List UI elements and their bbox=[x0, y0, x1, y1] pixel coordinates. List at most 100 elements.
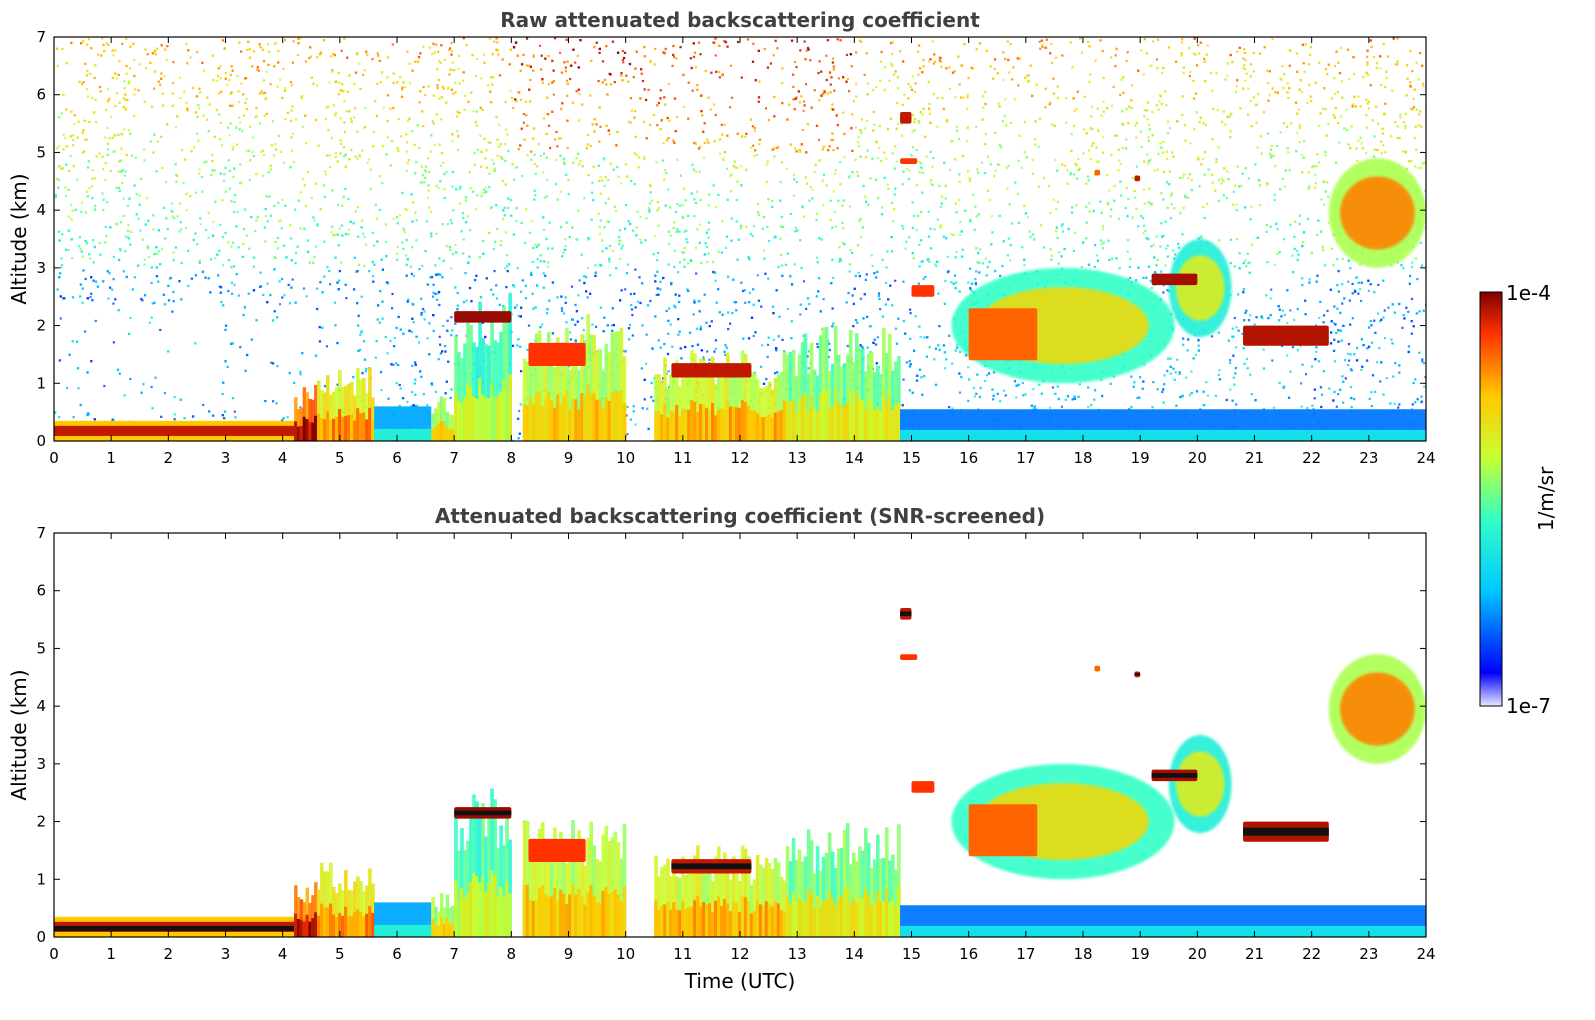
feature-aerosol_column-5 bbox=[454, 788, 512, 937]
y-tick-label: 7 bbox=[36, 524, 46, 542]
colorbar-min-label: 1e-7 bbox=[1506, 694, 1551, 718]
feature-cloud-22 bbox=[1094, 665, 1101, 672]
feature-cloud-15 bbox=[911, 781, 935, 793]
feature-aerosol_column-11 bbox=[785, 326, 901, 441]
x-tick-label: 7 bbox=[449, 449, 459, 467]
x-tick-label: 17 bbox=[1016, 449, 1035, 467]
panel-1-heatmap bbox=[54, 533, 1426, 937]
feature-low_signal-12 bbox=[900, 905, 1426, 937]
feature-cloud-6 bbox=[454, 807, 512, 819]
panel-screened-plot-area bbox=[54, 533, 1426, 937]
x-tick-label: 9 bbox=[564, 449, 574, 467]
feature-cloud-19 bbox=[1151, 273, 1198, 286]
feature-aerosol_column-4 bbox=[431, 396, 455, 441]
feature-cloud-13 bbox=[900, 608, 912, 620]
panel-raw-axes: 0 1 2 3 4 5 6 7 8 9 10 11 12 13 14 15 16 17 18 19 20 21 22 23 24… bbox=[36, 28, 1435, 467]
y-tick-label: 6 bbox=[36, 582, 46, 600]
x-tick-label: 3 bbox=[221, 945, 231, 963]
feature-cloud-20 bbox=[1243, 821, 1329, 842]
panel-raw-plot-area bbox=[54, 37, 1426, 441]
feature-cloud-19 bbox=[1151, 769, 1198, 782]
x-tick-label: 6 bbox=[392, 449, 402, 467]
feature-low_signal-3 bbox=[374, 406, 432, 441]
x-tick-label: 8 bbox=[507, 449, 517, 467]
y-tick-label: 5 bbox=[36, 143, 46, 161]
x-tick-label: 2 bbox=[164, 449, 174, 467]
y-tick-label: 2 bbox=[36, 813, 46, 831]
x-tick-label: 23 bbox=[1359, 945, 1378, 963]
feature-aerosol_column-5 bbox=[454, 292, 512, 441]
feature-aerosol_layer-21 bbox=[1328, 158, 1426, 268]
x-tick-label: 3 bbox=[221, 449, 231, 467]
x-tick-label: 11 bbox=[673, 449, 692, 467]
feature-aerosol_column-4 bbox=[431, 893, 455, 937]
feature-aerosol_column-9 bbox=[654, 845, 787, 937]
feature-cloud-22 bbox=[1094, 169, 1101, 176]
feature-cloud-6 bbox=[454, 311, 512, 323]
x-tick-label: 24 bbox=[1416, 449, 1435, 467]
y-tick-label: 3 bbox=[36, 755, 46, 773]
x-tick-label: 21 bbox=[1245, 449, 1264, 467]
feature-aerosol_column-7 bbox=[522, 314, 627, 441]
feature-aerosol_layer-18 bbox=[1168, 238, 1232, 338]
y-tick-label: 0 bbox=[36, 432, 46, 450]
x-tick-label: 1 bbox=[106, 945, 116, 963]
feature-aerosol_layer-21 bbox=[1328, 654, 1426, 764]
x-tick-label: 12 bbox=[730, 449, 749, 467]
feature-aerosol_column-9 bbox=[654, 350, 787, 441]
panel-raw-title: Raw attenuated backscattering coefficien… bbox=[500, 8, 980, 32]
x-tick-label: 8 bbox=[507, 945, 517, 963]
y-tick-label: 1 bbox=[36, 870, 46, 888]
x-tick-label: 19 bbox=[1131, 449, 1150, 467]
colorbar-unit-label: 1/m/sr bbox=[1534, 466, 1558, 531]
x-tick-label: 10 bbox=[616, 449, 635, 467]
x-tick-label: 12 bbox=[730, 945, 749, 963]
feature-aerosol_column-11 bbox=[785, 823, 901, 937]
x-tick-label: 4 bbox=[278, 449, 288, 467]
x-tick-label: 15 bbox=[902, 449, 921, 467]
panel-screened-axes: 0 1 2 3 4 5 6 7 8 9 10 11 12 13 14 15 16 17 18 19 20 21 22 23 24… bbox=[36, 524, 1435, 963]
colorbar-max-label: 1e-4 bbox=[1506, 281, 1551, 305]
x-tick-label: 6 bbox=[392, 945, 402, 963]
colorbar-gradient bbox=[1479, 291, 1503, 707]
x-tick-label: 17 bbox=[1016, 945, 1035, 963]
y-tick-label: 0 bbox=[36, 928, 46, 946]
y-tick-label: 4 bbox=[36, 201, 46, 219]
panel-raw-ylabel: Altitude (km) bbox=[7, 173, 31, 304]
feature-aerosol_column-7 bbox=[522, 820, 627, 937]
feature-cloud-14 bbox=[900, 158, 918, 164]
feature-boundary_layer-0 bbox=[54, 916, 312, 937]
x-tick-label: 4 bbox=[278, 945, 288, 963]
panel-raw: Raw attenuated backscattering coefficien… bbox=[7, 8, 1436, 467]
x-tick-label: 1 bbox=[106, 449, 116, 467]
x-tick-label: 18 bbox=[1073, 449, 1092, 467]
feature-boundary_layer-0 bbox=[54, 420, 312, 441]
y-tick-label: 1 bbox=[36, 374, 46, 392]
feature-cloud-10 bbox=[671, 859, 752, 874]
x-tick-label: 5 bbox=[335, 945, 345, 963]
feature-cloud-23 bbox=[1134, 671, 1141, 678]
feature-low_signal-3 bbox=[374, 902, 432, 937]
feature-cloud-14 bbox=[900, 654, 918, 660]
feature-aerosol_column-1 bbox=[294, 384, 318, 441]
x-tick-label: 0 bbox=[49, 449, 59, 467]
x-tick-label: 23 bbox=[1359, 449, 1378, 467]
x-tick-label: 7 bbox=[449, 945, 459, 963]
x-tick-label: 22 bbox=[1302, 449, 1321, 467]
x-tick-label: 24 bbox=[1416, 945, 1435, 963]
y-tick-label: 2 bbox=[36, 317, 46, 335]
x-tick-label: 14 bbox=[845, 945, 864, 963]
panel-screened: Attenuated backscattering coefficient (S… bbox=[7, 504, 1436, 993]
feature-cloud-8 bbox=[528, 342, 586, 366]
x-tick-label: 9 bbox=[564, 945, 574, 963]
y-tick-label: 5 bbox=[36, 639, 46, 657]
panel-screened-title: Attenuated backscattering coefficient (S… bbox=[435, 504, 1045, 528]
feature-cloud-13 bbox=[900, 112, 912, 124]
x-tick-label: 13 bbox=[788, 945, 807, 963]
feature-cloud-17 bbox=[968, 308, 1038, 361]
x-tick-label: 16 bbox=[959, 945, 978, 963]
y-tick-label: 7 bbox=[36, 28, 46, 46]
x-tick-label: 14 bbox=[845, 449, 864, 467]
feature-low_signal-12 bbox=[900, 409, 1426, 441]
x-tick-label: 22 bbox=[1302, 945, 1321, 963]
